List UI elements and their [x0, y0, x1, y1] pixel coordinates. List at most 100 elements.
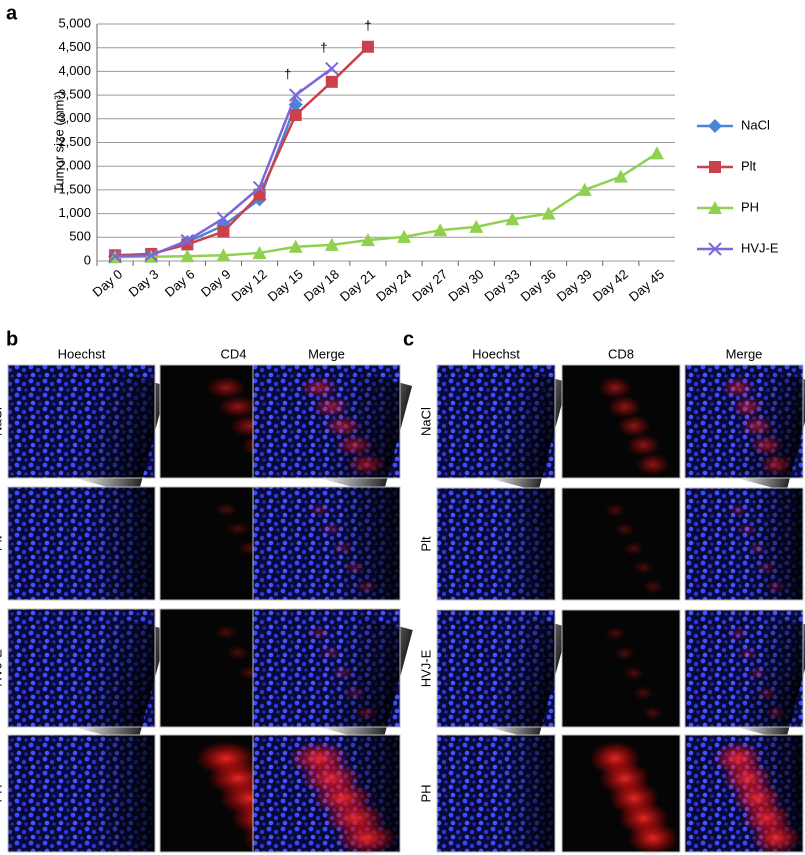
legend-label: PH — [741, 199, 759, 214]
marker — [360, 233, 375, 247]
stain — [604, 503, 626, 518]
micrograph — [0, 347, 168, 496]
micrograph — [423, 596, 569, 741]
row-label: PH — [0, 784, 4, 802]
shade — [437, 735, 555, 852]
column-label: CD8 — [608, 346, 634, 361]
marker — [289, 109, 302, 122]
x-tick-label: Day 3 — [126, 266, 162, 299]
row-label: Plt — [0, 536, 4, 552]
y-tick-label: 1,000 — [58, 205, 91, 220]
stain — [623, 665, 645, 681]
micrograph — [561, 734, 681, 855]
stain — [626, 434, 661, 457]
x-tick-label: Day 24 — [373, 266, 414, 304]
micrograph — [561, 609, 681, 728]
stain — [746, 541, 768, 556]
stain — [721, 376, 755, 399]
x-tick-label: Day 15 — [265, 266, 306, 304]
frame — [436, 364, 556, 479]
legend-label: HVJ-E — [741, 240, 779, 255]
frame — [436, 734, 556, 853]
y-tick-label: 2,500 — [58, 134, 91, 149]
stain — [318, 521, 343, 536]
stain — [727, 503, 749, 518]
stain — [322, 414, 363, 438]
stain — [740, 414, 774, 438]
micrograph — [684, 734, 804, 855]
stain — [225, 521, 250, 536]
stain — [765, 579, 787, 594]
frame — [252, 608, 401, 728]
y-tick-label: 4,000 — [58, 63, 91, 78]
marker — [288, 88, 303, 102]
column-label: Hoechst — [58, 346, 106, 361]
stain — [604, 626, 626, 641]
column-label: Merge — [726, 346, 763, 361]
frame — [684, 487, 804, 601]
stain — [765, 705, 787, 721]
marker — [108, 249, 122, 263]
frame — [436, 609, 556, 728]
stain — [633, 685, 654, 701]
stain — [342, 560, 367, 575]
marker — [613, 169, 628, 183]
shade — [437, 488, 555, 600]
stain — [330, 665, 355, 680]
micrograph — [561, 487, 681, 601]
frame — [252, 486, 401, 601]
marker — [325, 75, 338, 88]
x-tick-label: Day 33 — [481, 266, 522, 304]
stain — [598, 376, 632, 399]
y-tick-label: 1,500 — [58, 181, 91, 196]
frame — [561, 364, 681, 479]
stain — [636, 453, 670, 476]
stain — [354, 705, 379, 721]
stain — [642, 705, 664, 721]
x-tick-label: Day 39 — [554, 266, 595, 304]
marker — [324, 237, 339, 251]
shade — [8, 735, 155, 852]
micrograph — [7, 734, 156, 853]
stain — [750, 820, 802, 855]
stain — [623, 541, 645, 556]
x-tick-label: Day 18 — [301, 266, 342, 304]
stain — [334, 434, 375, 457]
row-label: NaCl — [418, 407, 433, 436]
stain — [727, 626, 749, 641]
stain — [346, 453, 387, 476]
marker — [577, 182, 592, 196]
stain — [307, 502, 332, 517]
y-tick-label: 3,500 — [58, 87, 91, 102]
frame — [561, 734, 681, 853]
marker — [252, 245, 267, 259]
stain — [607, 395, 642, 418]
legend-label: Plt — [741, 158, 757, 173]
micrograph — [424, 351, 568, 492]
micrograph — [7, 486, 156, 601]
shade — [253, 487, 400, 600]
stain — [746, 665, 768, 681]
stain — [617, 414, 651, 438]
x-tick-label: Day 36 — [517, 266, 558, 304]
stain — [737, 522, 758, 537]
marker — [361, 40, 374, 53]
marker — [217, 225, 230, 238]
marker — [433, 223, 448, 237]
column-label: Hoechst — [472, 346, 520, 361]
y-tick-label: 500 — [69, 229, 91, 244]
y-tick-label: 0 — [84, 252, 91, 267]
stain — [335, 820, 397, 855]
shade — [8, 487, 155, 600]
frame — [684, 734, 804, 853]
marker — [144, 248, 158, 263]
marker — [288, 239, 303, 253]
marker — [708, 201, 722, 214]
column-label: Merge — [308, 346, 345, 361]
stain — [206, 376, 247, 399]
x-tick-label: Day 45 — [626, 266, 667, 304]
panel-label: b — [6, 328, 18, 350]
marker — [216, 211, 231, 226]
shade — [0, 347, 168, 496]
